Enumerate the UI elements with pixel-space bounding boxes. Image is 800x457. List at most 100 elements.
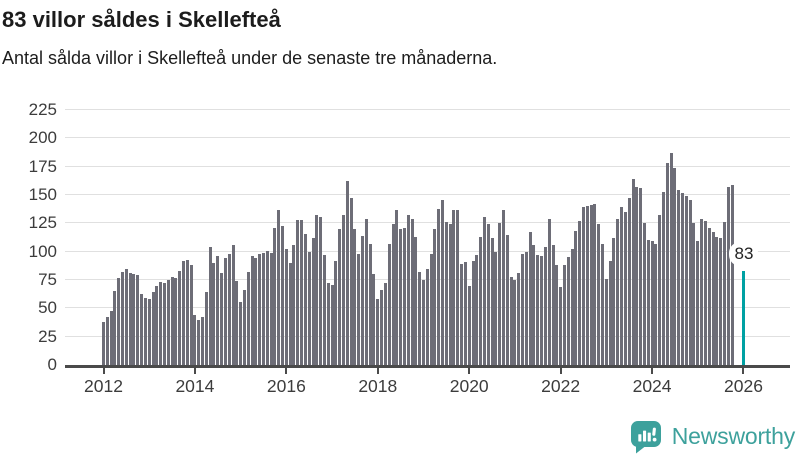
bar [231, 244, 235, 365]
bar [376, 299, 380, 365]
bar [380, 290, 384, 365]
bar [501, 209, 505, 365]
x-axis-label: 2012 [84, 376, 123, 396]
plot-area: 83 [65, 109, 790, 368]
bar [239, 301, 243, 365]
bar [197, 319, 201, 365]
bar [121, 272, 125, 365]
y-axis-label: 200 [28, 128, 57, 148]
bar [604, 278, 608, 365]
bar [269, 252, 273, 365]
bar [391, 224, 395, 365]
newsworthy-icon [630, 421, 661, 454]
bar [166, 280, 170, 365]
bar [677, 190, 681, 365]
bar [616, 218, 620, 365]
bar [665, 163, 669, 365]
bar [242, 290, 246, 365]
bar [467, 285, 471, 365]
bar [353, 229, 357, 365]
bar [155, 285, 159, 365]
bar [410, 218, 414, 365]
y-axis-label: 125 [28, 213, 57, 233]
bar [555, 265, 559, 365]
bar [319, 216, 323, 365]
bar [315, 215, 319, 365]
bar [117, 277, 121, 365]
bar [109, 310, 113, 365]
bar [113, 291, 117, 365]
bar [193, 315, 197, 365]
x-axis-label: 2020 [449, 376, 489, 396]
gridline [65, 109, 790, 110]
bar [402, 227, 406, 365]
bar [532, 244, 536, 365]
page-title: 83 villor såldes i Skellefteå [2, 7, 281, 32]
bar [494, 251, 498, 365]
gridline [65, 250, 790, 252]
bar [631, 179, 635, 365]
bar [265, 250, 269, 365]
bar [650, 241, 654, 365]
x-axis-label: 2018 [358, 376, 398, 396]
x-axis-label: 2022 [541, 376, 581, 396]
bar [181, 260, 185, 365]
newsworthy-logo[interactable]: Newsworthy [628, 418, 795, 454]
bar [684, 196, 688, 365]
bar [216, 256, 220, 365]
bar [433, 229, 437, 365]
bar [151, 292, 155, 365]
y-axis-label: 175 [28, 156, 57, 176]
bar [322, 255, 326, 365]
bar [418, 272, 422, 365]
gridline [65, 222, 790, 224]
bar [570, 249, 574, 365]
bar [574, 231, 578, 365]
highlight-bar [741, 270, 745, 365]
bar [383, 283, 387, 365]
bar [479, 236, 483, 365]
bar [722, 222, 726, 365]
bar [334, 260, 338, 365]
bar [612, 238, 616, 365]
bar [136, 275, 140, 365]
bar [482, 216, 486, 365]
bar [597, 224, 601, 365]
bar [208, 247, 212, 365]
bar [140, 293, 144, 365]
bar [696, 241, 700, 365]
bar [174, 277, 178, 365]
bar [254, 258, 258, 365]
bar [700, 218, 704, 365]
bar [204, 292, 208, 365]
x-axis-label: 2014 [175, 376, 215, 396]
bar [281, 225, 285, 365]
bar [673, 167, 677, 365]
bar [460, 264, 464, 365]
bar [448, 224, 452, 365]
x-axis-label: 2026 [724, 376, 763, 396]
bar [292, 244, 296, 365]
bar [159, 282, 163, 365]
gridline [65, 137, 790, 139]
bar [102, 321, 105, 365]
bar [498, 223, 502, 365]
bar [471, 260, 475, 365]
bar [143, 298, 147, 365]
x-axis-tick [468, 368, 471, 374]
bar [688, 199, 692, 365]
x-axis-tick [193, 368, 196, 374]
y-axis-label: 0 [47, 355, 57, 374]
bar [246, 272, 250, 365]
x-axis-tick [285, 368, 288, 374]
bar [513, 280, 517, 365]
bar [543, 247, 547, 365]
bar [559, 286, 563, 365]
chart-subtitle: Antal sålda villor i Skellefteå under de… [2, 48, 498, 68]
bar [517, 273, 521, 365]
bar [585, 206, 589, 365]
bar [441, 199, 445, 365]
bar-chart: 83 0 25 50 75 100 125 150 175 200 225 2012 2014 2016… [0, 7, 800, 457]
bar [235, 281, 239, 365]
bar [201, 317, 205, 365]
